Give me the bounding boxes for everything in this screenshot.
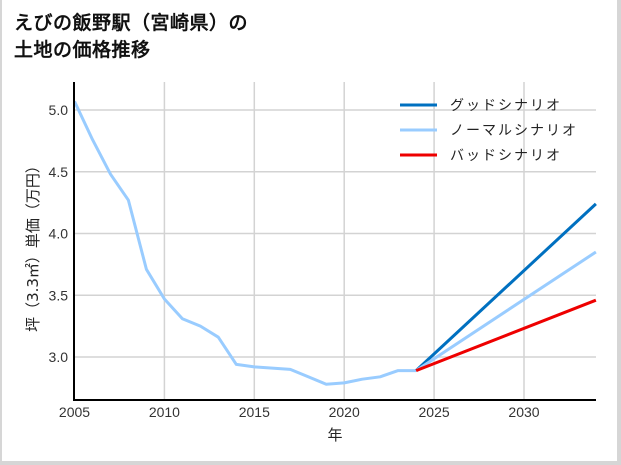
chart-title: えびの飯野駅（宮崎県）の 土地の価格推移 — [14, 10, 248, 64]
x-tick-label: 2010 — [149, 404, 180, 420]
series-line — [415, 202, 597, 372]
axes — [73, 82, 596, 401]
grid-lines — [74, 82, 596, 400]
y-tick-label: 3.5 — [49, 287, 69, 303]
legend-label: グッドシナリオ — [450, 98, 562, 114]
x-tick-label: 2025 — [419, 404, 450, 420]
x-axis-label: 年 — [327, 426, 342, 444]
y-tick-label: 4.0 — [49, 226, 69, 242]
series-line — [73, 100, 417, 386]
chart-title-line-1: えびの飯野駅（宮崎県）の — [14, 12, 249, 34]
y-tick-labels: 3.0 3.5 4.0 4.5 5.0 — [49, 102, 69, 365]
chart-title-line-2: 土地の価格推移 — [14, 39, 151, 61]
x-tick-label: 2005 — [59, 404, 90, 420]
legend-label: バッドシナリオ — [450, 148, 562, 164]
data-lines — [73, 100, 597, 386]
x-tick-labels: 2005 2010 2015 2020 2025 2030 — [59, 404, 540, 420]
x-tick-label: 2015 — [239, 404, 270, 420]
y-axis-label: 坪（3.3㎡）単価（万円） — [24, 158, 42, 332]
legend-label: ノーマルシナリオ — [450, 123, 578, 139]
y-tick-label: 5.0 — [49, 102, 69, 118]
x-tick-label: 2020 — [329, 404, 360, 420]
y-tick-label: 3.0 — [49, 349, 69, 365]
x-tick-label: 2030 — [508, 404, 539, 420]
y-tick-label: 4.5 — [49, 164, 69, 180]
series-line — [415, 250, 597, 372]
series-line — [415, 298, 597, 372]
